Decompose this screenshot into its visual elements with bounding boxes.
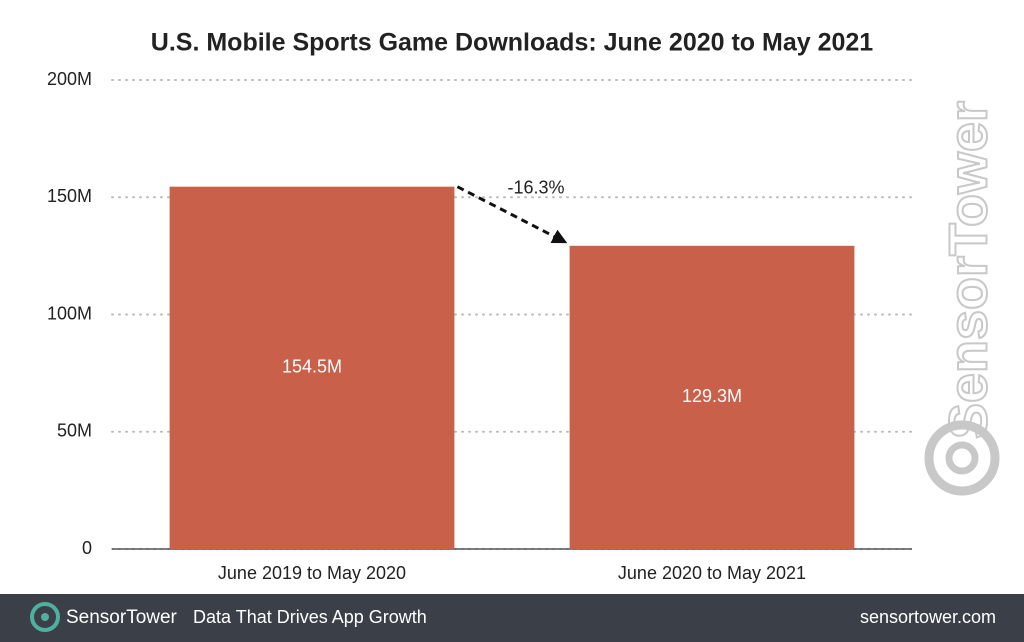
watermark: SensorTower	[924, 100, 1000, 496]
value-label: 154.5M	[282, 357, 342, 377]
y-tick-label: 0	[82, 538, 92, 558]
footer-url: sensortower.com	[860, 607, 996, 627]
y-tick-label: 100M	[47, 303, 92, 323]
x-tick-label: June 2020 to May 2021	[618, 563, 806, 583]
y-tick-label: 150M	[47, 186, 92, 206]
footer-tagline: Data That Drives App Growth	[193, 607, 427, 627]
change-annotation: -16.3%	[507, 177, 564, 197]
footer-logo-dot	[41, 613, 49, 621]
footer-logo	[30, 602, 60, 632]
change-arrow	[456, 185, 568, 244]
footer-bar	[0, 594, 1024, 642]
watermark-icon	[924, 420, 1000, 496]
y-tick-label: 50M	[57, 421, 92, 441]
bar	[169, 186, 455, 549]
x-tick-label: June 2019 to May 2020	[218, 563, 406, 583]
footer-brand: SensorTower	[66, 607, 178, 628]
watermark-text: SensorTower	[938, 101, 998, 439]
value-label: 129.3M	[682, 386, 742, 406]
bar	[569, 245, 855, 549]
chart-title: U.S. Mobile Sports Game Downloads: June …	[151, 29, 874, 57]
y-tick-label: 200M	[47, 69, 92, 89]
watermark-icon-inner	[945, 441, 979, 475]
